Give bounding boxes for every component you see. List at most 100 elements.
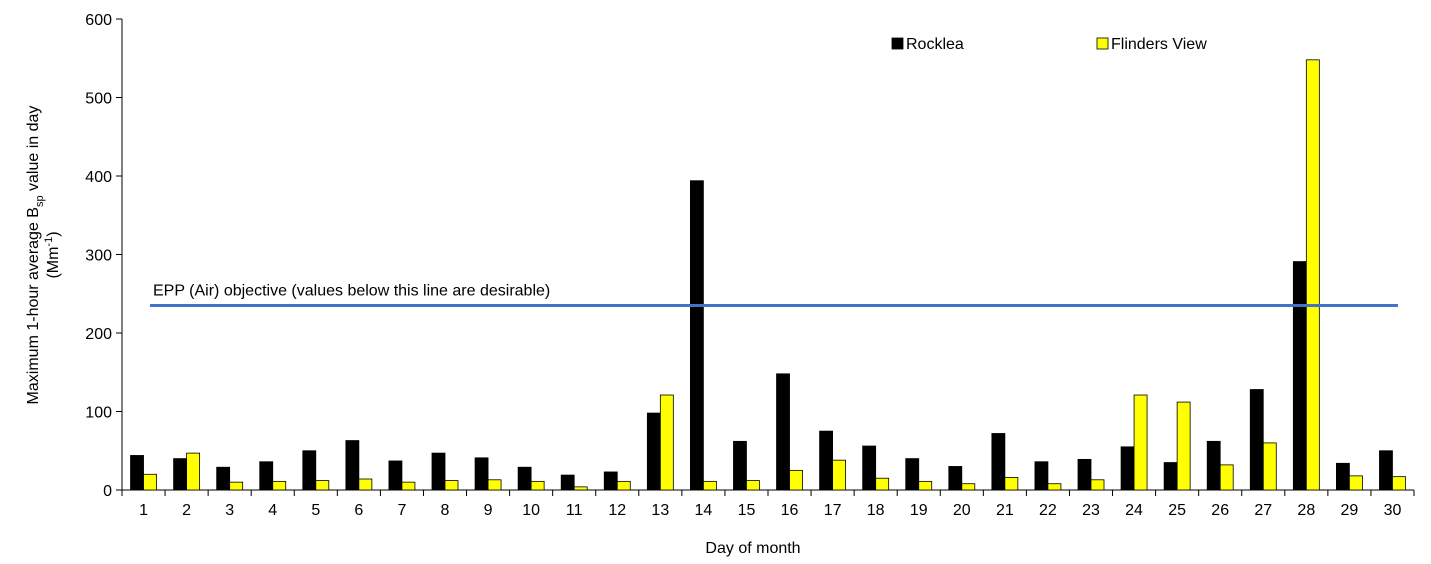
x-tick-label: 8 — [441, 502, 450, 519]
x-tick-label: 23 — [1082, 502, 1100, 519]
x-axis-title: Day of month — [705, 540, 800, 557]
bar-flinders-view-day-2 — [186, 452, 201, 491]
bars — [130, 59, 1406, 491]
x-tick-label: 6 — [354, 502, 363, 519]
bar-flinders-view-day-17 — [832, 459, 846, 491]
x-tick-label: 27 — [1254, 502, 1272, 519]
x-tick-label: 1 — [139, 502, 148, 519]
x-tick-label: 4 — [268, 502, 277, 519]
bar-rocklea-day-11 — [560, 474, 575, 491]
legend: Rocklea Flinders View — [891, 36, 1207, 53]
bar-flinders-view-day-6 — [358, 478, 373, 491]
bar-rocklea-day-5 — [302, 450, 317, 491]
bar-flinders-view-day-1 — [143, 473, 157, 491]
y-tick-label: 600 — [85, 12, 112, 29]
y-axis-title-subscript: sp — [34, 195, 46, 207]
x-tick-label: 16 — [781, 502, 799, 519]
x-tick-label: 29 — [1341, 502, 1359, 519]
bar-flinders-view-day-15 — [746, 480, 760, 491]
svg-text:Maximum 1-hour average Bsp val: Maximum 1-hour average Bsp value in day — [25, 106, 46, 405]
x-tick-label: 17 — [824, 502, 842, 519]
bar-flinders-view-day-16 — [789, 469, 803, 491]
y-axis-title: Maximum 1-hour average Bsp value in day … — [25, 106, 62, 405]
y-tick-label: 200 — [85, 326, 112, 343]
bar-flinders-view-day-13 — [659, 394, 674, 491]
x-tick-label: 3 — [225, 502, 234, 519]
bar-rocklea-day-25 — [1163, 462, 1178, 491]
x-tick-label: 7 — [397, 502, 406, 519]
bar-rocklea-day-12 — [603, 471, 618, 491]
bar-flinders-view-day-23 — [1090, 479, 1105, 491]
y-axis-title-main: Maximum 1-hour average B — [25, 207, 42, 404]
bar-rocklea-day-8 — [431, 452, 446, 491]
bar-flinders-view-day-28 — [1305, 59, 1320, 491]
x-tick-label: 26 — [1211, 502, 1229, 519]
x-axis: 1 2 3 4 5 6 7 8 9 10 11 12 13 14 15 16 17 18 19 20 21 22 23 24 2… — [121, 489, 1415, 519]
bar-flinders-view-day-18 — [875, 477, 890, 491]
bar-flinders-view-day-3 — [229, 481, 244, 491]
bar-flinders-view-day-27 — [1262, 442, 1277, 491]
bar-flinders-view-day-25 — [1176, 401, 1191, 491]
y-axis-unit-main: (Mm — [45, 247, 62, 279]
bar-flinders-view-day-24 — [1133, 394, 1148, 491]
bar-rocklea-day-16 — [776, 373, 790, 491]
x-tick-label: 13 — [651, 502, 669, 519]
x-tick-label: 10 — [522, 502, 540, 519]
bar-rocklea-day-14 — [690, 180, 704, 491]
bar-rocklea-day-15 — [733, 440, 747, 491]
bar-flinders-view-day-21 — [1004, 477, 1019, 491]
bar-rocklea-day-23 — [1077, 458, 1092, 491]
bar-rocklea-day-18 — [862, 445, 877, 491]
bar-rocklea-day-22 — [1034, 461, 1049, 491]
x-tick-label: 24 — [1125, 502, 1143, 519]
x-tick-label: 11 — [566, 502, 583, 519]
bar-rocklea-day-9 — [474, 457, 489, 491]
x-tick-label: 12 — [608, 502, 626, 519]
x-tick-label: 28 — [1297, 502, 1315, 519]
y-axis-unit-tail: ) — [45, 231, 62, 236]
bar-flinders-view-day-19 — [918, 480, 933, 491]
reference-line-group: EPP (Air) objective (values below this l… — [150, 283, 1398, 308]
bar-flinders-view-day-20 — [961, 483, 976, 491]
y-tick-label: 300 — [85, 248, 112, 265]
x-tick-label: 5 — [311, 502, 320, 519]
bar-rocklea-day-26 — [1206, 440, 1221, 491]
bar-flinders-view-day-12 — [616, 480, 631, 491]
y-tick-label: 400 — [85, 169, 112, 186]
x-tick-label: 25 — [1168, 502, 1186, 519]
bar-rocklea-day-13 — [646, 412, 661, 491]
bar-rocklea-day-19 — [905, 458, 920, 491]
bar-flinders-view-day-9 — [487, 479, 502, 491]
bar-flinders-view-day-22 — [1047, 483, 1062, 491]
bar-flinders-view-day-5 — [315, 480, 330, 491]
y-axis-title-tail: value in day — [25, 106, 42, 196]
x-tick-label: 22 — [1039, 502, 1057, 519]
bar-flinders-view-day-4 — [272, 480, 287, 491]
x-tick-label: 30 — [1384, 502, 1402, 519]
y-tick-label: 100 — [85, 405, 112, 422]
y-axis: 0 100 200 300 400 500 600 — [85, 12, 123, 500]
legend-swatch-flinders-view — [1096, 37, 1109, 50]
y-tick-label: 500 — [85, 91, 112, 108]
bar-rocklea-day-27 — [1249, 389, 1264, 491]
bar-rocklea-day-17 — [819, 430, 833, 491]
x-tick-label: 2 — [182, 502, 191, 519]
bar-flinders-view-day-8 — [444, 480, 459, 491]
bar-flinders-view-day-26 — [1219, 464, 1234, 491]
x-tick-label: 19 — [910, 502, 928, 519]
bar-rocklea-day-7 — [388, 460, 403, 491]
bar-rocklea-day-21 — [991, 433, 1006, 491]
bar-rocklea-day-24 — [1120, 446, 1135, 491]
bar-rocklea-day-28 — [1292, 261, 1307, 491]
legend-label-rocklea: Rocklea — [906, 36, 964, 53]
x-tick-label: 15 — [738, 502, 756, 519]
bar-flinders-view-day-7 — [401, 481, 416, 491]
bar-rocklea-day-1 — [130, 455, 144, 491]
legend-label-flinders-view: Flinders View — [1111, 36, 1207, 53]
bar-rocklea-day-29 — [1336, 462, 1350, 491]
bar-flinders-view-day-10 — [530, 480, 545, 491]
x-tick-label: 14 — [695, 502, 713, 519]
bar-rocklea-day-30 — [1379, 450, 1393, 491]
bar-rocklea-day-6 — [345, 440, 360, 491]
